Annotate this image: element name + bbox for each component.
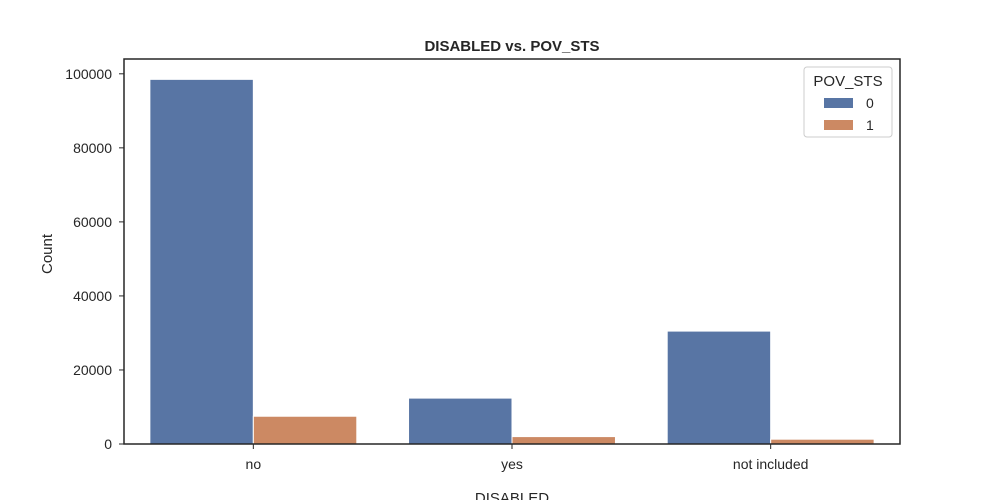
plot-frame (123, 58, 901, 445)
legend: POV_STS 0 1 (803, 66, 893, 138)
legend-label-0: 0 (866, 95, 874, 111)
bar-yes-series-1 (511, 436, 616, 445)
bar-no-series-0 (149, 78, 254, 445)
y-tick-label: 40000 (73, 288, 112, 304)
x-tick-label: yes (501, 456, 523, 472)
legend-swatch-0 (824, 98, 853, 108)
x-tick-label: no (246, 456, 262, 472)
y-tick-label: 0 (104, 436, 112, 452)
plot-area: no yes not included02000040000600008000010… (65, 58, 901, 472)
legend-label-1: 1 (866, 117, 874, 133)
chart-title: DISABLED vs. POV_STS (424, 38, 599, 55)
y-tick-label: 80000 (73, 140, 112, 156)
bar-no-series-1 (252, 415, 358, 445)
legend-title: POV_STS (813, 73, 882, 90)
y-tick-label: 100000 (65, 66, 112, 82)
x-axis-label: DISABLED (475, 490, 549, 500)
y-tick-label: 60000 (73, 214, 112, 230)
legend-swatch-1 (824, 120, 853, 130)
x-tick-label: not included (733, 456, 809, 472)
y-tick-label: 20000 (73, 362, 112, 378)
bar-yes-series-0 (408, 397, 513, 445)
bar-not-included-series-0 (666, 330, 772, 445)
y-axis-label: Count (39, 233, 56, 274)
